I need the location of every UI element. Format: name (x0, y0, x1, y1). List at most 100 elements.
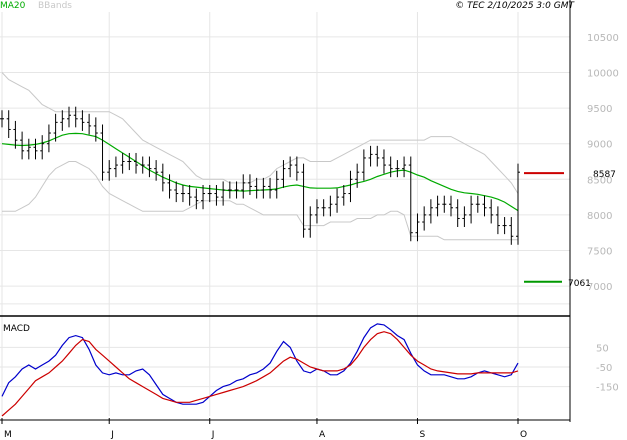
ma20-legend: MA20 (0, 1, 26, 11)
macd-y-tick-label: -150 (596, 383, 619, 394)
ohlc-bar (428, 199, 433, 224)
ohlc-bar (180, 185, 185, 203)
x-tick-label: M (4, 430, 12, 440)
ohlc-bar (107, 160, 112, 181)
ohlc-bar (20, 131, 25, 160)
ohlc-bar (87, 113, 92, 135)
ohlc-bar (100, 124, 105, 181)
ohlc-bar (448, 195, 453, 217)
y-tick-label: 7000 (587, 282, 612, 293)
resistance-label: 8587 (593, 170, 616, 180)
ohlc-bar (402, 156, 407, 178)
macd-panel (1, 323, 519, 417)
ohlc-bar (375, 145, 380, 167)
macd-y-tick-label: -50 (596, 363, 612, 374)
ohlc-bar (60, 110, 65, 131)
ohlc-bar (381, 149, 386, 174)
ma20-line (1, 132, 519, 212)
chart-axes: 10500 10000 9500 9000 8500 8000 7500 7000 50 -50 -… (0, 0, 619, 422)
ma20-path (1, 132, 519, 212)
bollinger-bands (1, 72, 519, 241)
ohlc-bar (46, 124, 51, 153)
price-bars (0, 106, 520, 245)
ohlc-bar (469, 195, 474, 224)
ohlc-bar (13, 120, 18, 149)
y-tick-label: 10500 (587, 33, 619, 44)
ohlc-bar (288, 156, 293, 178)
bbands-upper (1, 72, 519, 194)
y-tick-label: 9500 (587, 104, 612, 115)
ohlc-bar (321, 199, 326, 217)
x-tick-label: S (419, 430, 425, 440)
ohlc-bar (40, 135, 45, 160)
ohlc-bar (113, 156, 118, 178)
y-tick-label: 9000 (587, 140, 612, 151)
ohlc-bar (6, 110, 11, 139)
ohlc-bar (509, 217, 514, 245)
ohlc-bar (174, 181, 179, 203)
ohlc-bar (328, 195, 333, 217)
ohlc-bar (53, 113, 58, 142)
ohlc-bar (455, 199, 460, 228)
ohlc-bar (355, 163, 360, 188)
ohlc-bar (368, 145, 373, 167)
ohlc-bar (207, 185, 212, 203)
y-tick-label: 8500 (587, 175, 612, 186)
signal-line (1, 331, 519, 417)
ohlc-bar (127, 152, 132, 171)
ohlc-bar (241, 174, 246, 199)
ohlc-bar (361, 149, 366, 181)
ohlc-bar (80, 110, 85, 131)
ohlc-bar (160, 163, 165, 192)
bbands-legend: BBands (38, 1, 72, 11)
ohlc-bar (495, 206, 500, 235)
ohlc-bar (294, 156, 299, 181)
y-tick-label: 7500 (587, 247, 612, 258)
x-tick-label: A (319, 430, 326, 440)
ohlc-bar (234, 181, 239, 199)
support-resistance-levels: 8587 7061 (524, 170, 616, 289)
y-tick-label: 10000 (587, 69, 619, 80)
ohlc-bar (93, 117, 98, 142)
ohlc-bar (335, 188, 340, 213)
ohlc-bar (187, 185, 192, 206)
ohlc-bar (516, 163, 520, 245)
ohlc-bar (502, 217, 507, 235)
ohlc-bar (301, 163, 306, 238)
ohlc-bar (489, 199, 494, 224)
ohlc-bar (73, 106, 78, 128)
ohlc-bar (147, 156, 152, 178)
ohlc-bar (435, 195, 440, 217)
ohlc-bar (0, 110, 4, 128)
ohlc-bar (274, 170, 279, 199)
ohlc-bar (281, 160, 286, 188)
y-tick-label: 8000 (587, 211, 612, 222)
ohlc-bar (388, 156, 393, 178)
ohlc-bar (475, 195, 480, 213)
ohlc-bar (167, 174, 172, 199)
ohlc-bar (120, 152, 125, 174)
ohlc-bar (415, 213, 420, 242)
ohlc-bar (482, 195, 487, 217)
ohlc-bar (268, 177, 273, 199)
macd-title: MACD (3, 324, 30, 334)
support-label: 7061 (568, 279, 591, 289)
bbands-lower (2, 161, 518, 241)
ohlc-bar (395, 160, 400, 178)
ohlc-bar (247, 174, 252, 195)
ohlc-bar (67, 106, 72, 128)
ohlc-bar (442, 195, 447, 213)
ohlc-bar (134, 152, 139, 174)
x-tick-label: O (520, 430, 527, 440)
ohlc-bar (154, 160, 159, 181)
macd-line (1, 323, 519, 405)
ohlc-bar (341, 185, 346, 206)
ohlc-bar (308, 206, 313, 238)
ohlc-bar (462, 206, 467, 228)
x-tick-label: J (211, 430, 215, 440)
ohlc-bar (194, 188, 199, 210)
ohlc-bar (261, 177, 266, 199)
ohlc-bar (140, 156, 145, 174)
ohlc-bar (254, 177, 259, 199)
